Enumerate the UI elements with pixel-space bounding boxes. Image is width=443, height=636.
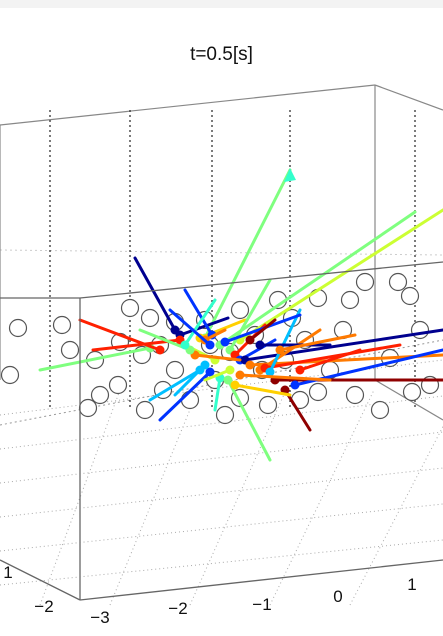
open-circle [90,385,110,405]
open-circle [388,272,408,292]
vector-tail-dot [245,335,255,345]
open-circle [52,315,72,335]
vector-line [133,256,177,332]
open-circle [355,272,375,292]
vector-tail-dot [230,380,240,390]
vector-line [258,328,322,372]
floor-gridline [109,389,199,606]
x-tick-label: −2 [168,599,187,618]
vector-line [203,168,292,340]
back-gridline [0,249,443,256]
vector-tail-dot [265,367,275,377]
open-circle [180,390,200,410]
y-tick-label: −2 [34,597,53,616]
vector-line [218,210,417,347]
tick-labels: −3 −2 −1 0 1 −2 1 [3,563,416,627]
vector-line [178,316,230,337]
x-tick-label: 0 [333,587,342,606]
open-circle [108,375,128,395]
open-circle [258,395,278,415]
vector-line [183,298,217,347]
y-tick-label: 1 [3,563,12,582]
axes-box-front [0,261,443,601]
chart-title: t=0.5[s] [190,44,253,65]
vector-line [158,370,212,422]
vector-line [183,288,214,337]
vector-tail-dot [220,337,230,347]
vector-line [268,308,302,374]
floor-gridline [0,431,443,484]
open-circle [370,400,390,420]
vector-line [238,208,443,342]
vector-tail-dot [195,365,205,375]
vector-tail-dot [275,345,285,355]
open-circle [60,340,80,360]
vector-line [278,333,357,352]
vector-line [168,308,212,347]
x-tick-label: −3 [90,608,109,627]
vector-line [193,353,242,362]
dotted-drop-lines [49,110,416,410]
open-circle [308,288,328,308]
vector-tail-dot [205,367,215,377]
vector-tail-dot [180,340,190,350]
vector-line [38,346,152,372]
box-edge [0,84,376,126]
floor-gridline [0,503,443,552]
open-circle [230,300,250,320]
box-edge [374,84,443,111]
vector-line [298,348,362,372]
vector-tail-dot [290,380,300,390]
open-circle [308,382,328,402]
floor-gridline [0,539,443,586]
vector-tail-dot [235,370,245,380]
open-circle [78,398,98,418]
vector-line [248,318,277,342]
vector-tail-dot [295,365,305,375]
floor-gridline [0,467,443,518]
vector-line [283,388,312,432]
open-circle [340,290,360,310]
floor-gridline [189,389,287,606]
open-circle [140,308,160,328]
vector-tail-dot [205,340,215,350]
open-circle [400,286,420,306]
vector-line [226,378,272,462]
vector-line [238,373,332,382]
vector-tail-dot [225,365,235,375]
open-circle [402,382,422,402]
x-tick-label: −1 [252,595,271,614]
open-circle [215,405,235,425]
floor-gridline [349,425,443,606]
open-circle [410,320,430,340]
box-edge-front [79,559,443,601]
floor-gridline [0,359,443,416]
box-edge-front [0,559,81,601]
vector-line [213,376,222,412]
open-circle [135,400,155,420]
vector-arrows [38,168,443,462]
vector-line [148,368,202,402]
vector-line [233,383,292,397]
plot-area [0,8,443,636]
vector-tail-dot [255,340,265,350]
open-circle [8,318,28,338]
vector-tail-dot [245,360,255,370]
box-edge-front [79,261,443,299]
open-circle [165,360,185,380]
open-circle [345,385,365,405]
open-circle [0,365,20,385]
arrow-head [284,168,296,182]
vector-tail-dot [155,345,165,355]
vector-tail-dot [223,375,233,385]
open-circle [120,298,140,318]
vector-line [263,343,402,370]
x-tick-label: 1 [407,575,416,594]
